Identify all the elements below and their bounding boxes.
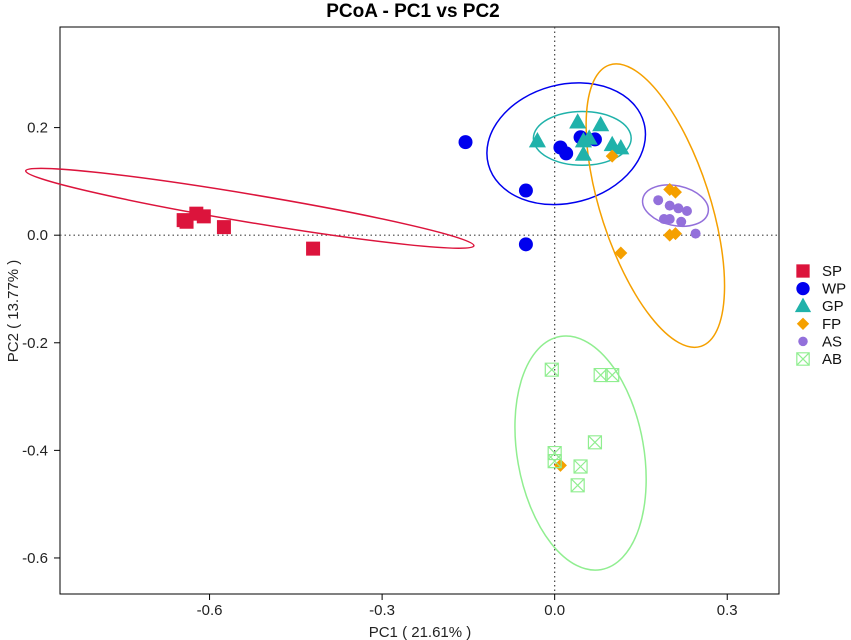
- point-gp: [592, 115, 610, 132]
- point-gp: [569, 113, 587, 129]
- point-as: [673, 203, 684, 214]
- legend-label-fp: FP: [822, 316, 841, 333]
- legend-marker-as: [798, 336, 808, 347]
- plot-frame: [59, 26, 780, 595]
- legend-label-gp: GP: [822, 298, 844, 315]
- confidence-ellipses: [24, 63, 726, 571]
- x-tick-label: -0.6: [197, 602, 223, 619]
- legend-marker-ab: [796, 352, 810, 366]
- point-fp: [553, 458, 567, 472]
- point-ab: [573, 459, 588, 474]
- point-ab: [544, 362, 559, 377]
- ellipse-sp: [24, 167, 475, 249]
- point-wp: [458, 135, 473, 150]
- point-as: [676, 216, 687, 227]
- ellipse-gp: [532, 110, 632, 167]
- y-tick-label: 0.0: [27, 227, 48, 244]
- y-tick-label: -0.6: [22, 550, 48, 567]
- point-ab: [587, 435, 603, 450]
- x-tick-label: -0.3: [369, 602, 395, 619]
- y-axis: 0.2 0.0 -0.2 -0.4 -0.6: [22, 120, 60, 567]
- point-as: [681, 205, 692, 216]
- point-gp: [612, 139, 630, 155]
- point-as: [653, 195, 664, 206]
- point-sp: [216, 220, 231, 235]
- point-as: [664, 200, 675, 211]
- point-ab: [547, 454, 562, 469]
- point-gp: [574, 145, 592, 161]
- point-ab: [570, 478, 585, 493]
- legend-marker-wp: [796, 281, 810, 296]
- point-wp: [518, 183, 533, 198]
- point-gp: [574, 132, 592, 148]
- y-axis-label: PC2 ( 13.77% ): [5, 260, 22, 363]
- y-tick-label: -0.2: [22, 335, 48, 352]
- point-sp: [306, 241, 321, 256]
- reference-lines: [60, 27, 779, 594]
- x-tick-label: 0.0: [544, 602, 565, 619]
- legend-marker-gp: [794, 297, 812, 313]
- point-as: [690, 228, 701, 239]
- x-axis-label: PC1 ( 21.61% ): [369, 624, 472, 640]
- point-wp: [518, 237, 533, 252]
- legend-label-as: AS: [822, 333, 842, 350]
- y-tick-label: 0.2: [27, 120, 48, 137]
- point-fp: [614, 246, 628, 260]
- ellipse-fp: [585, 63, 726, 349]
- ellipse-ab: [514, 335, 647, 571]
- y-tick-label: -0.4: [22, 442, 48, 459]
- ellipse-wp: [486, 82, 647, 206]
- legend-marker-sp: [796, 264, 810, 278]
- point-fp: [605, 149, 619, 163]
- legend-label-ab: AB: [822, 351, 842, 368]
- point-sp: [176, 213, 191, 228]
- point-fp: [668, 227, 682, 241]
- point-wp: [559, 146, 574, 161]
- data-points: [176, 113, 701, 493]
- point-fp: [668, 185, 682, 199]
- legend-label-wp: WP: [822, 281, 846, 298]
- chart-title: PCoA - PC1 vs PC2: [326, 1, 500, 22]
- point-as: [664, 214, 675, 225]
- x-axis: -0.6 -0.3 0.0 0.3: [197, 594, 738, 619]
- point-ab: [547, 445, 562, 461]
- legend-label-sp: SP: [822, 263, 842, 280]
- x-tick-label: 0.3: [717, 602, 738, 619]
- point-ab: [605, 367, 620, 383]
- point-sp: [196, 209, 211, 224]
- point-gp: [528, 132, 546, 148]
- ellipse-as: [641, 184, 710, 228]
- legend-marker-fp: [796, 317, 810, 330]
